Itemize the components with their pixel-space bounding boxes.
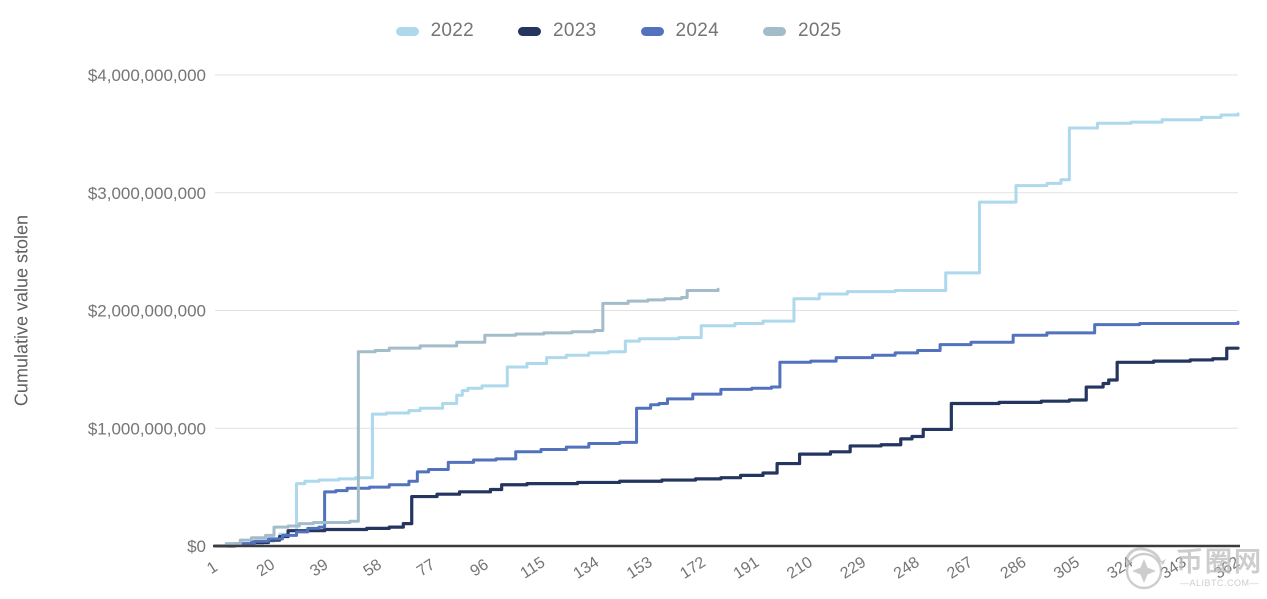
x-tick-label: 96 xyxy=(467,556,491,580)
x-tick-label: 305 xyxy=(1051,554,1083,583)
legend-swatch-2025-icon xyxy=(762,26,786,36)
y-tick-label: $4,000,000,000 xyxy=(88,66,206,85)
legend-item-2025: 2025 xyxy=(762,20,842,42)
y-tick-label: $2,000,000,000 xyxy=(88,302,206,321)
legend-label: 2022 xyxy=(430,20,475,41)
y-tick-label: $1,000,000,000 xyxy=(88,419,206,438)
y-tick-label: $0 xyxy=(187,537,206,556)
x-tick-label: 39 xyxy=(307,556,331,580)
x-tick-label: 267 xyxy=(944,554,976,583)
y-tick-label: $3,000,000,000 xyxy=(88,184,206,203)
series-line-2023[interactable] xyxy=(213,346,1240,548)
series-line-2024[interactable] xyxy=(213,320,1240,548)
chart-legend: 2022 2023 2024 2025 xyxy=(0,20,1237,42)
x-tick-label: 248 xyxy=(891,554,923,583)
x-tick-label: 191 xyxy=(731,554,763,583)
series-line-2025[interactable] xyxy=(213,287,720,548)
legend-label: 2025 xyxy=(797,20,842,41)
x-tick-label: 1 xyxy=(204,559,221,578)
legend-swatch-2022-icon xyxy=(395,26,419,36)
x-tick-label: 77 xyxy=(414,556,438,580)
x-tick-label: 172 xyxy=(677,554,709,583)
series-line-2022[interactable] xyxy=(213,112,1240,548)
x-tick-label: 134 xyxy=(571,554,603,583)
x-tick-label: 210 xyxy=(784,554,816,583)
x-tick-label: 362 xyxy=(1211,554,1243,583)
x-tick-label: 20 xyxy=(254,556,278,580)
legend-item-2023: 2023 xyxy=(518,20,596,42)
x-tick-label: 115 xyxy=(518,554,549,582)
x-tick-label: 153 xyxy=(624,554,656,583)
legend-swatch-2024-icon xyxy=(640,26,664,36)
x-tick-label: 286 xyxy=(998,554,1030,583)
x-tick-label: 58 xyxy=(361,556,385,580)
legend-item-2022: 2022 xyxy=(395,20,475,42)
legend-label: 2024 xyxy=(675,20,719,41)
x-tick-label: 324 xyxy=(1104,554,1136,583)
x-tick-label: 343 xyxy=(1158,554,1190,583)
legend-swatch-2023-icon xyxy=(518,26,542,36)
legend-item-2024: 2024 xyxy=(640,20,719,42)
legend-label: 2023 xyxy=(553,20,597,41)
x-tick-label: 229 xyxy=(838,554,870,583)
